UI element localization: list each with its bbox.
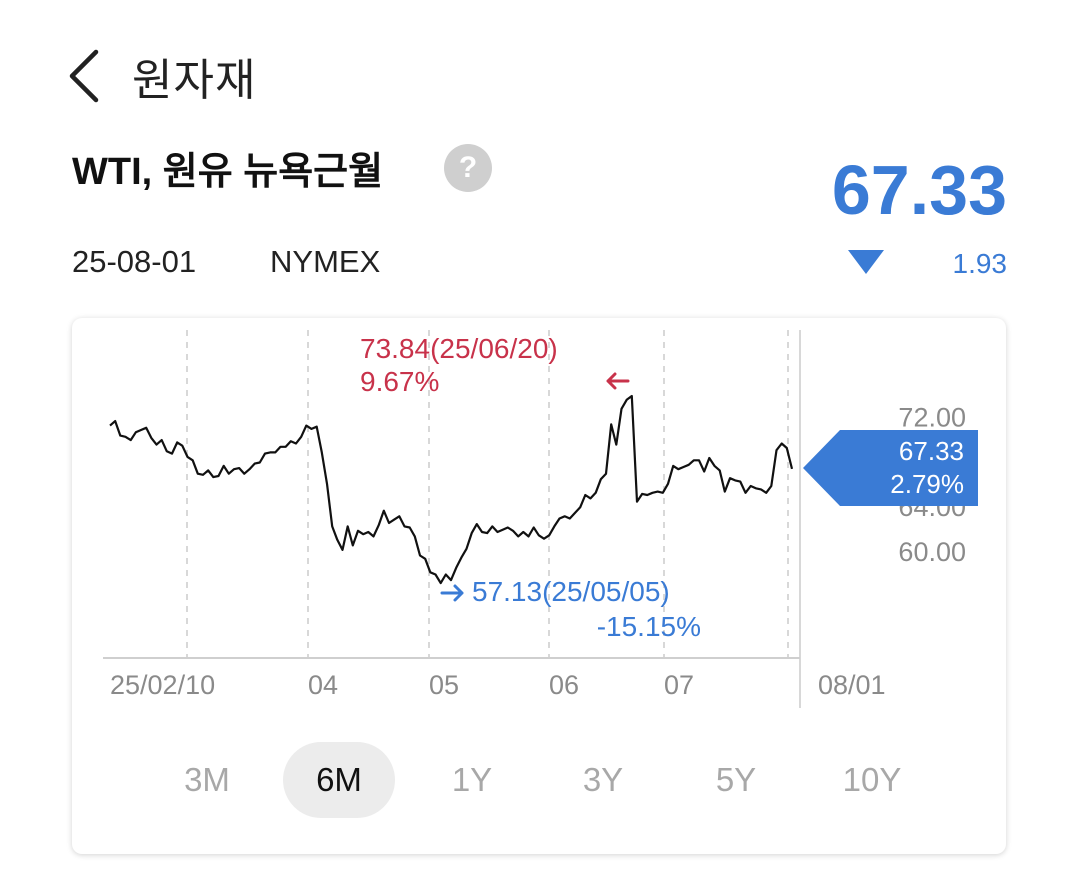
high-pct: 9.67% [360,366,439,397]
chevron-left-icon [69,49,99,103]
quote-date: 25-08-01 [72,244,197,279]
help-icon[interactable]: ? [444,144,492,192]
x-tick-label: 05 [429,670,459,700]
range-button-3y[interactable]: 3Y [582,761,624,798]
low-label: 57.13(25/05/05) [472,576,670,607]
low-pct: -15.15% [597,611,701,642]
x-tick-label: 04 [308,670,338,700]
price-line [109,394,794,585]
arrow-left-icon [606,372,630,390]
x-tick-label: 08/01 [818,670,886,700]
arrow-right-icon [440,584,464,602]
range-button-6m[interactable]: 6M [283,742,395,818]
high-label: 73.84(25/06/20) [360,333,558,364]
current-price-tag-pct: 2.79% [890,469,964,499]
range-button-3m[interactable]: 3M [184,761,230,798]
back-button[interactable] [62,48,106,104]
range-button-10y[interactable]: 10Y [842,761,902,798]
current-price-tag-value: 67.33 [899,436,964,466]
y-tick-label: 60.00 [898,537,966,567]
range-button-5y[interactable]: 5Y [715,761,757,798]
price-change: 1.93 [952,248,1008,279]
y-tick-label: 72.00 [898,403,966,433]
current-price: 67.33 [831,151,1007,229]
current-price-tag [803,430,978,506]
exchange-name: NYMEX [270,244,381,279]
x-tick-label: 07 [664,670,694,700]
x-tick-label: 06 [549,670,579,700]
range-selector: 3M 6M 1Y 3Y 5Y 10Y [0,742,1079,818]
chart-card [72,318,1006,854]
down-triangle-icon [848,250,884,274]
x-tick-label: 25/02/10 [110,670,215,700]
page-title: 원자재 [132,56,257,105]
range-button-1y[interactable]: 1Y [451,761,493,798]
ticker-name: WTI, 원유 뉴욕근월 [72,151,384,193]
